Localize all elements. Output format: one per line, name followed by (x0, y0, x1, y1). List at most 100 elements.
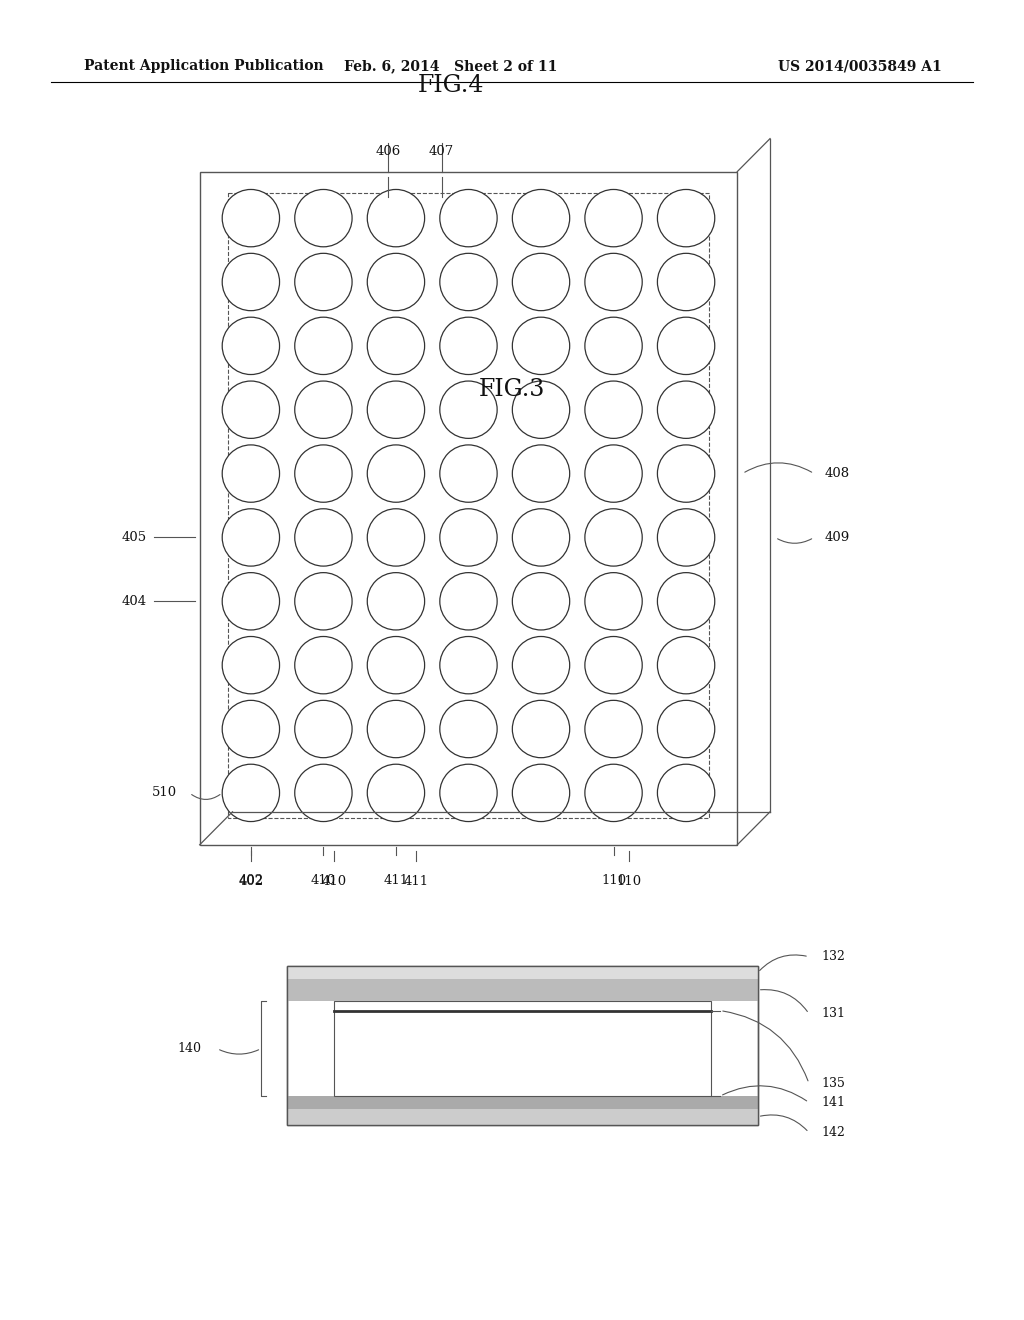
Circle shape (585, 317, 642, 375)
Circle shape (295, 508, 352, 566)
Circle shape (512, 701, 569, 758)
Circle shape (222, 381, 280, 438)
Circle shape (512, 573, 569, 630)
Text: 141: 141 (821, 1096, 845, 1109)
Circle shape (222, 573, 280, 630)
Circle shape (368, 508, 425, 566)
Circle shape (512, 764, 569, 821)
Circle shape (439, 445, 498, 502)
Text: 410: 410 (311, 874, 336, 887)
Text: Feb. 6, 2014   Sheet 2 of 11: Feb. 6, 2014 Sheet 2 of 11 (344, 59, 557, 73)
Bar (287, 966, 758, 1125)
Bar (228, 193, 709, 818)
Circle shape (295, 381, 352, 438)
Circle shape (368, 253, 425, 310)
Circle shape (512, 636, 569, 694)
Circle shape (439, 253, 498, 310)
Text: 411: 411 (403, 875, 429, 888)
Circle shape (295, 573, 352, 630)
Circle shape (295, 190, 352, 247)
Text: 405: 405 (121, 531, 146, 544)
Circle shape (368, 636, 425, 694)
Circle shape (657, 253, 715, 310)
Circle shape (295, 445, 352, 502)
Text: 132: 132 (821, 950, 845, 964)
Circle shape (585, 190, 642, 247)
Text: 407: 407 (429, 145, 455, 158)
Circle shape (439, 381, 498, 438)
Text: 510: 510 (152, 787, 177, 800)
Bar (200, 172, 737, 845)
Circle shape (222, 701, 280, 758)
Circle shape (585, 508, 642, 566)
Bar (334, 1001, 711, 1096)
Circle shape (512, 508, 569, 566)
Circle shape (657, 445, 715, 502)
Circle shape (657, 317, 715, 375)
Circle shape (585, 764, 642, 821)
Circle shape (657, 573, 715, 630)
Text: 140: 140 (178, 1041, 202, 1055)
Text: 131: 131 (821, 1007, 845, 1020)
Circle shape (222, 190, 280, 247)
Circle shape (657, 190, 715, 247)
Circle shape (222, 636, 280, 694)
Circle shape (585, 701, 642, 758)
Text: 404: 404 (121, 595, 146, 607)
Circle shape (368, 445, 425, 502)
Circle shape (368, 764, 425, 821)
Circle shape (585, 445, 642, 502)
Circle shape (439, 190, 498, 247)
Circle shape (512, 190, 569, 247)
Circle shape (439, 764, 498, 821)
Circle shape (222, 253, 280, 310)
Circle shape (585, 253, 642, 310)
Circle shape (657, 636, 715, 694)
Text: FIG.3: FIG.3 (479, 378, 545, 401)
Circle shape (585, 573, 642, 630)
Circle shape (222, 764, 280, 821)
Text: 409: 409 (824, 531, 850, 544)
Circle shape (368, 701, 425, 758)
Circle shape (295, 317, 352, 375)
Circle shape (439, 701, 498, 758)
Circle shape (439, 573, 498, 630)
Text: 110: 110 (616, 875, 641, 888)
Circle shape (295, 253, 352, 310)
Bar (287, 966, 758, 1125)
Circle shape (512, 445, 569, 502)
Text: 402: 402 (239, 874, 263, 887)
Circle shape (222, 508, 280, 566)
Text: FIG.4: FIG.4 (418, 74, 483, 98)
Circle shape (657, 508, 715, 566)
Circle shape (439, 636, 498, 694)
Circle shape (512, 381, 569, 438)
Circle shape (368, 190, 425, 247)
Circle shape (295, 764, 352, 821)
Text: US 2014/0035849 A1: US 2014/0035849 A1 (778, 59, 942, 73)
Text: 410: 410 (322, 875, 346, 888)
Circle shape (512, 317, 569, 375)
Circle shape (657, 381, 715, 438)
Text: 110: 110 (601, 874, 626, 887)
Text: 411: 411 (383, 874, 409, 887)
Text: 408: 408 (824, 467, 850, 480)
Circle shape (295, 701, 352, 758)
Circle shape (439, 317, 498, 375)
Circle shape (657, 764, 715, 821)
Circle shape (512, 253, 569, 310)
Circle shape (439, 508, 498, 566)
Circle shape (657, 701, 715, 758)
Text: 402: 402 (239, 875, 263, 888)
Circle shape (368, 573, 425, 630)
Circle shape (368, 381, 425, 438)
Text: Patent Application Publication: Patent Application Publication (84, 59, 324, 73)
Text: 135: 135 (821, 1077, 845, 1090)
Circle shape (585, 636, 642, 694)
Circle shape (222, 317, 280, 375)
Circle shape (368, 317, 425, 375)
Circle shape (295, 636, 352, 694)
Circle shape (585, 381, 642, 438)
Text: 142: 142 (821, 1126, 845, 1139)
Circle shape (222, 445, 280, 502)
